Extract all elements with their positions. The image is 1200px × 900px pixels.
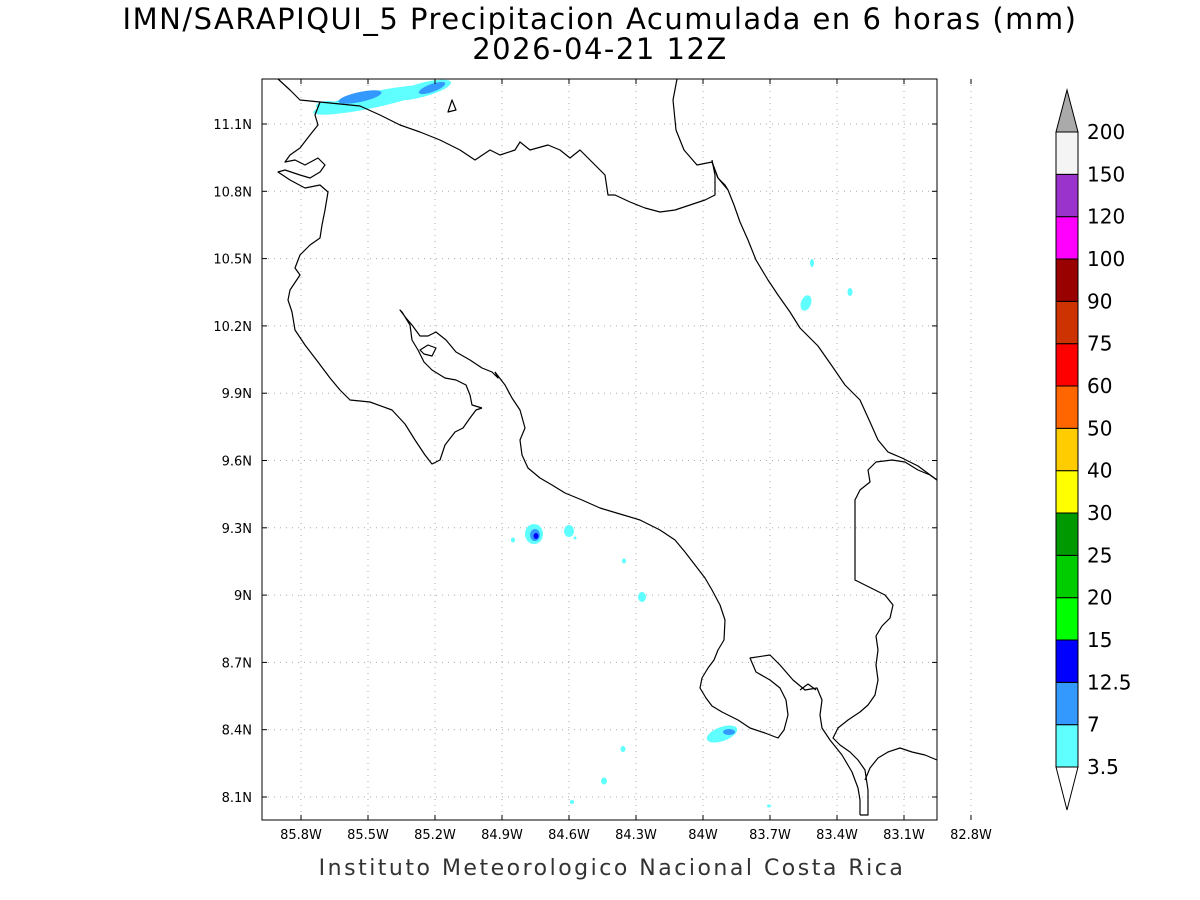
map-title: IMN/SARAPIQUI_5 Precipitacion Acumulada … [122, 2, 1078, 36]
colorbar-level-label: 75 [1087, 332, 1112, 356]
precip-cell [620, 746, 626, 752]
precip-cell [564, 525, 574, 537]
colorbar-swatch [1055, 724, 1079, 768]
colorbar-swatch [1055, 554, 1079, 599]
precip-cell [601, 777, 607, 785]
y-tick-label: 8.7N [222, 656, 252, 671]
colorbar-level-label: 150 [1087, 162, 1125, 186]
precip-cell [800, 295, 812, 311]
precip-cell [767, 804, 771, 808]
x-tick-label: 83.7W [749, 828, 791, 843]
y-tick-label: 10.8N [213, 185, 252, 200]
x-tick-label: 84.9W [481, 828, 523, 843]
colorbar-level-label: 12.5 [1087, 670, 1132, 694]
y-tick-label: 9.6N [222, 455, 252, 470]
x-tick-label: 84W [688, 828, 718, 843]
colorbar-swatch [1055, 385, 1079, 429]
colorbar-legend: 3.5 7 12.5 15 20 25 30 40 50 60 75 90 100 120 150 200 [1055, 88, 1132, 811]
y-tick-label: 9.9N [222, 387, 252, 402]
y-tick-label: 9.3N [222, 522, 252, 537]
precip-cell [573, 536, 577, 540]
y-tick-label: 8.1N [222, 791, 252, 806]
colorbar-level-label: 50 [1087, 416, 1112, 440]
x-tick-label: 84.6W [548, 828, 590, 843]
x-axis: 85.8W 85.5W 85.2W 84.9W 84.6W 84.3W 84W 83.7W 83… [280, 79, 992, 843]
colorbar-swatch [1055, 131, 1079, 175]
x-tick-label: 84.3W [615, 828, 657, 843]
precip-cell [638, 592, 646, 602]
y-tick-label: 11.1N [213, 118, 252, 133]
colorbar-level-label: 60 [1087, 374, 1112, 398]
colorbar-swatch [1055, 258, 1079, 302]
colorbar-swatch [1055, 427, 1079, 472]
colorbar-swatch [1055, 343, 1079, 387]
precip-cell [511, 537, 515, 543]
precipitation-shading [313, 79, 853, 808]
colorbar-swatch [1055, 300, 1079, 345]
precip-cell [533, 533, 539, 539]
colorbar-level-label: 200 [1087, 120, 1125, 144]
y-tick-label: 10.2N [213, 320, 252, 335]
precip-cell [810, 259, 814, 267]
colorbar-swatch [1055, 597, 1079, 641]
x-tick-label: 83.4W [816, 828, 858, 843]
colorbar-level-label: 90 [1087, 289, 1112, 313]
map-subtitle-date: 2026-04-21 12Z [472, 32, 728, 66]
y-tick-label: 9N [234, 589, 252, 604]
y-tick-label: 8.4N [222, 724, 252, 739]
colorbar-swatch [1055, 681, 1079, 726]
colorbar-swatch [1055, 512, 1079, 556]
colorbar-max-triangle [1055, 88, 1079, 133]
precip-cell [570, 800, 574, 804]
colorbar-level-label: 120 [1087, 205, 1125, 229]
colorbar-swatch [1055, 173, 1079, 218]
colorbar-swatch [1055, 470, 1079, 514]
x-tick-label: 82.8W [950, 828, 992, 843]
colorbar-swatch [1055, 216, 1079, 260]
colorbar-level-label: 100 [1087, 247, 1125, 271]
plot-frame [261, 78, 938, 821]
x-tick-label: 83.1W [883, 828, 925, 843]
precip-cell [622, 558, 626, 564]
colorbar-min-triangle [1055, 766, 1079, 811]
colorbar-swatch [1055, 639, 1079, 683]
colorbar-level-label: 20 [1087, 586, 1112, 610]
y-tick-label: 10.5N [213, 253, 252, 268]
colorbar-level-label: 40 [1087, 459, 1112, 483]
precip-cell [847, 288, 853, 296]
colorbar-level-label: 25 [1087, 543, 1112, 567]
precip-cell [338, 90, 382, 104]
x-tick-label: 85.5W [347, 828, 389, 843]
precip-cell [723, 729, 735, 735]
colorbar-level-label: 15 [1087, 628, 1112, 652]
x-tick-label: 85.2W [414, 828, 456, 843]
colorbar-level-label: 30 [1087, 501, 1112, 525]
footer-credit: Instituto Meteorologico Nacional Costa R… [318, 856, 906, 881]
colorbar-level-label: 3.5 [1087, 755, 1119, 779]
precip-cell [418, 81, 446, 95]
x-tick-label: 85.8W [280, 828, 322, 843]
colorbar-level-label: 7 [1087, 713, 1100, 737]
coastlines [277, 78, 938, 816]
y-axis: 11.1N 10.8N 10.5N 10.2N 9.9N 9.6N 9.3N 9N 8.7N 8.… [213, 118, 937, 806]
